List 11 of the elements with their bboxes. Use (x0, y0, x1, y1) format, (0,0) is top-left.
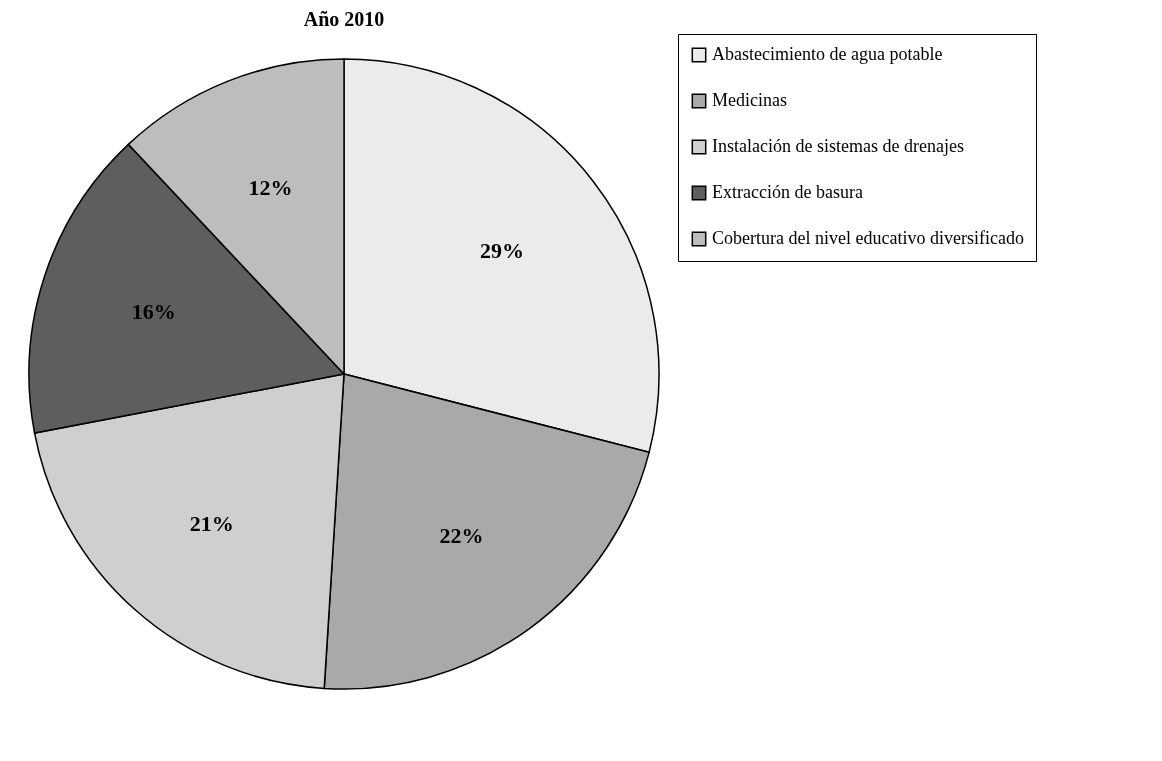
data-label: 16% (131, 299, 176, 325)
chart-title: Año 2010 (303, 7, 385, 30)
data-label: 29% (480, 238, 525, 264)
legend-label: Extracción de basura (712, 182, 863, 202)
legend-label: Cobertura del nivel educativo diversificado (712, 228, 1024, 248)
legend-label: Abastecimiento de agua potable (712, 44, 943, 64)
data-label: 21% (189, 511, 234, 537)
legend-label: Instalación de sistemas de drenajes (712, 136, 964, 156)
data-label: 22% (439, 522, 484, 548)
legend-label: Medicinas (712, 90, 787, 110)
data-label: 12% (248, 175, 293, 201)
